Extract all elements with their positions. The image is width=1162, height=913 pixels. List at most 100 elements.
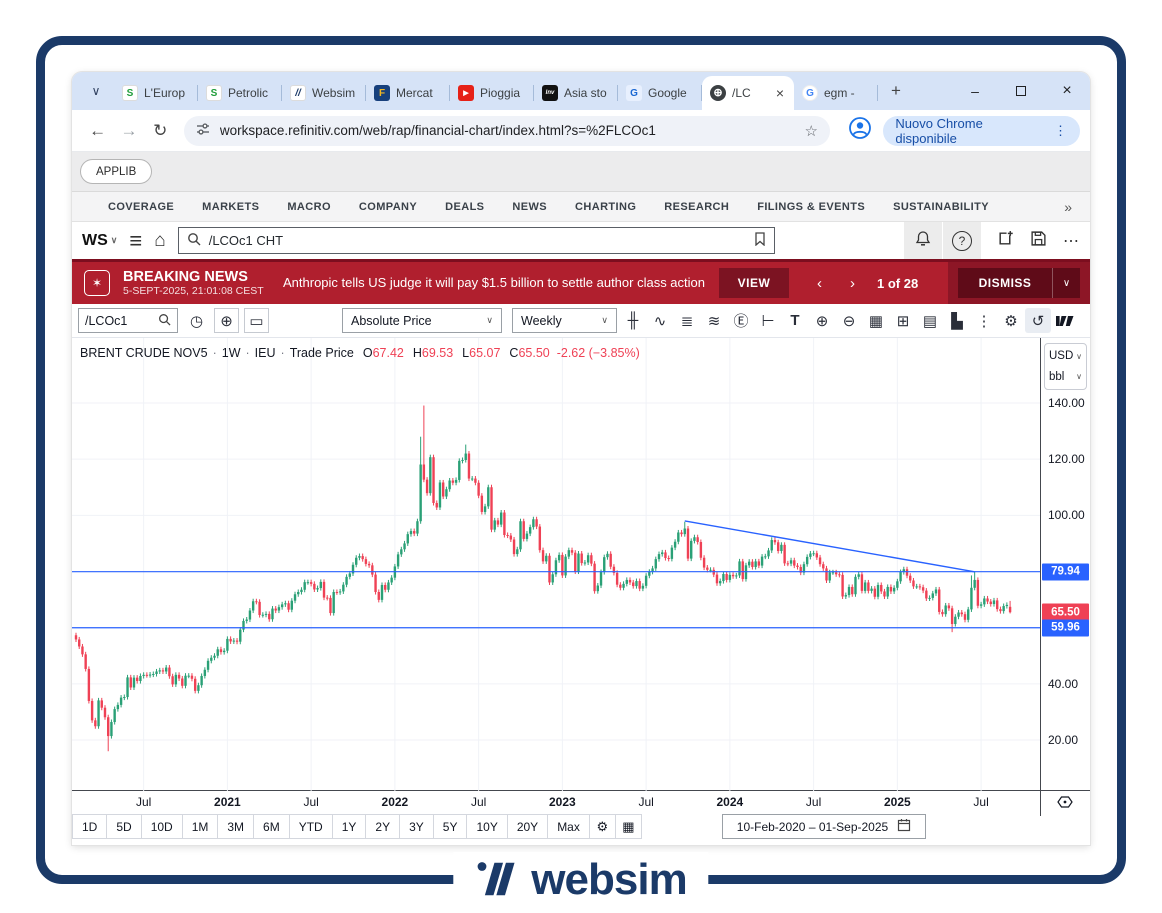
menu-item-charting[interactable]: CHARTING <box>575 200 637 213</box>
menu-item-sustainability[interactable]: SUSTAINABILITY <box>893 200 989 213</box>
minimize-button[interactable]: – <box>952 72 998 110</box>
range-button-10y[interactable]: 10Y <box>466 814 508 839</box>
tab[interactable]: S Petrolic <box>198 76 282 110</box>
currency-select[interactable]: USD ∨ <box>1049 350 1082 363</box>
range-button-3y[interactable]: 3Y <box>399 814 434 839</box>
compare-icon[interactable]: ≋ <box>707 312 721 330</box>
range-button-5d[interactable]: 5D <box>106 814 142 839</box>
zoom-out-icon[interactable]: ⊖ <box>842 312 856 330</box>
candlestick-style-icon[interactable]: ╫ <box>627 312 639 329</box>
range-button-2y[interactable]: 2Y <box>365 814 401 839</box>
clock-icon[interactable]: ◷ <box>189 312 204 330</box>
range-button-3m[interactable]: 3M <box>217 814 255 839</box>
events-icon[interactable]: Ⓔ <box>733 313 749 330</box>
help-button[interactable]: ? <box>943 222 981 259</box>
range-button-5y[interactable]: 5Y <box>432 814 468 839</box>
profile-button[interactable] <box>846 117 873 145</box>
back-button[interactable]: ← <box>82 115 113 147</box>
news-panel-icon[interactable]: ▤ <box>922 312 938 330</box>
bookmark-icon[interactable] <box>754 232 766 249</box>
zoom-in-icon[interactable]: ⊕ <box>815 312 829 330</box>
undo-icon[interactable]: ↺ <box>1025 308 1051 333</box>
address-bar[interactable]: workspace.refinitiv.com/web/rap/financia… <box>183 115 830 146</box>
add-chart-icon[interactable]: ⊕ <box>214 308 239 333</box>
save-button[interactable] <box>1030 230 1047 252</box>
dismiss-options-button[interactable]: ∨ <box>1052 268 1080 298</box>
data-table-icon[interactable]: ▦ <box>868 312 884 330</box>
indicators-icon[interactable]: ∿ <box>653 312 667 330</box>
notifications-button[interactable] <box>904 222 942 259</box>
menu-item-filings-events[interactable]: FILINGS & EVENTS <box>757 200 866 213</box>
new-document-button[interactable] <box>997 230 1014 252</box>
expand-icon[interactable]: ⊞ <box>896 312 910 330</box>
profile-icon <box>848 116 872 145</box>
range-button-1y[interactable]: 1Y <box>331 814 367 839</box>
chrome-update-button[interactable]: Nuovo Chrome disponibile ⋮ <box>883 115 1080 146</box>
menu-item-macro[interactable]: MACRO <box>287 200 331 213</box>
reload-button[interactable]: ↻ <box>145 115 176 147</box>
range-button-1d[interactable]: 1D <box>72 814 108 839</box>
bookmark-star-icon[interactable]: ☆ <box>804 122 818 140</box>
tab[interactable]: Inv Asia sto <box>534 76 618 110</box>
menu-item-company[interactable]: COMPANY <box>358 200 418 213</box>
tab[interactable]: F Mercat <box>366 76 450 110</box>
axis-settings-hexagon-icon[interactable] <box>1057 794 1073 815</box>
menu-item-markets[interactable]: MARKETS <box>202 200 260 213</box>
close-button[interactable]: × <box>1044 72 1090 110</box>
applib-tab[interactable]: APPLIB <box>80 159 153 184</box>
tab[interactable]: S L'Europ <box>114 76 198 110</box>
kebab-menu-icon[interactable]: ⋮ <box>1054 122 1068 138</box>
more-options-icon[interactable]: ⋮ <box>976 312 992 330</box>
price-mode-select[interactable]: Absolute Price ∨ <box>342 308 502 333</box>
chart-legend[interactable]: BRENT CRUDE NOV5 · 1W · IEU · Trade Price O67.4… <box>80 346 640 360</box>
range-button-ytd[interactable]: YTD <box>288 814 333 839</box>
tab[interactable]: ▶ Pioggia <box>450 76 534 110</box>
range-button-20y[interactable]: 20Y <box>506 814 549 839</box>
layout-lines-icon[interactable]: ≣ <box>680 312 694 330</box>
date-range-picker[interactable]: 10-Feb-2020 – 01-Sep-2025 <box>722 814 926 839</box>
menu-item-deals[interactable]: DEALS <box>445 200 485 213</box>
menu-overflow-button[interactable]: » <box>1064 198 1072 215</box>
price-axis[interactable]: USD ∨ bbl ∨ 140.00 120.00 100.00 40.00 20.00 79… <box>1041 338 1090 790</box>
tradingview-logo[interactable] <box>1052 308 1078 333</box>
tab-close-icon[interactable]: × <box>775 85 784 101</box>
more-menu-icon[interactable]: ⋯ <box>1063 232 1080 250</box>
unit-select[interactable]: bbl ∨ <box>1049 370 1082 383</box>
news-headline[interactable]: Anthropic tells US judge it will pay $1.… <box>283 275 705 290</box>
text-annotation-icon[interactable]: T <box>790 312 800 329</box>
folder-icon[interactable]: ▭ <box>244 308 269 333</box>
previous-news-button[interactable]: ‹ <box>817 275 822 292</box>
ws-menu-button[interactable]: WS ∨ <box>82 231 118 249</box>
menu-item-news[interactable]: NEWS <box>512 200 548 213</box>
view-news-button[interactable]: VIEW <box>719 268 789 298</box>
candlestick-svg[interactable] <box>72 338 1040 791</box>
tab[interactable]: // Websim <box>282 76 366 110</box>
next-news-button[interactable]: › <box>850 275 855 292</box>
time-axis-label: 2023 <box>549 795 576 809</box>
new-tab-button[interactable]: + <box>882 77 910 105</box>
time-axis[interactable]: Jul 2021 Jul 2022 Jul 2023 Jul 2024 Jul 2025 Jul <box>72 791 1090 814</box>
tab[interactable]: G Google <box>618 76 702 110</box>
axis-scale-icon[interactable]: ⊢ <box>761 312 775 330</box>
volume-icon[interactable]: ▙ <box>951 312 963 330</box>
maximize-button[interactable] <box>998 72 1044 110</box>
forward-button[interactable]: → <box>113 115 144 147</box>
range-button-max[interactable]: Max <box>547 814 590 839</box>
dismiss-button[interactable]: DISMISS <box>958 268 1052 298</box>
hamburger-menu-icon[interactable]: ≡ <box>129 227 143 253</box>
range-button-1m[interactable]: 1M <box>181 814 219 839</box>
home-icon[interactable]: ⌂ <box>154 229 166 251</box>
tab-active[interactable]: ⊕ /LC × <box>702 76 794 110</box>
symbol-search-input[interactable]: /LCOc1 <box>78 308 178 333</box>
menu-item-coverage[interactable]: COVERAGE <box>108 200 175 213</box>
menu-item-research[interactable]: RESEARCH <box>664 200 730 213</box>
workspace-search-box[interactable]: /LCOc1 CHT <box>177 227 775 254</box>
range-settings-gear-icon[interactable]: ⚙ <box>588 814 616 839</box>
settings-gear-icon[interactable]: ⚙ <box>1004 312 1018 330</box>
range-button-10d[interactable]: 10D <box>140 814 183 839</box>
tab-search-button[interactable]: ∨ <box>82 77 110 105</box>
data-grid-icon[interactable]: ▦ <box>614 814 642 839</box>
range-button-6m[interactable]: 6M <box>253 814 290 839</box>
interval-select[interactable]: Weekly ∨ <box>512 308 617 333</box>
